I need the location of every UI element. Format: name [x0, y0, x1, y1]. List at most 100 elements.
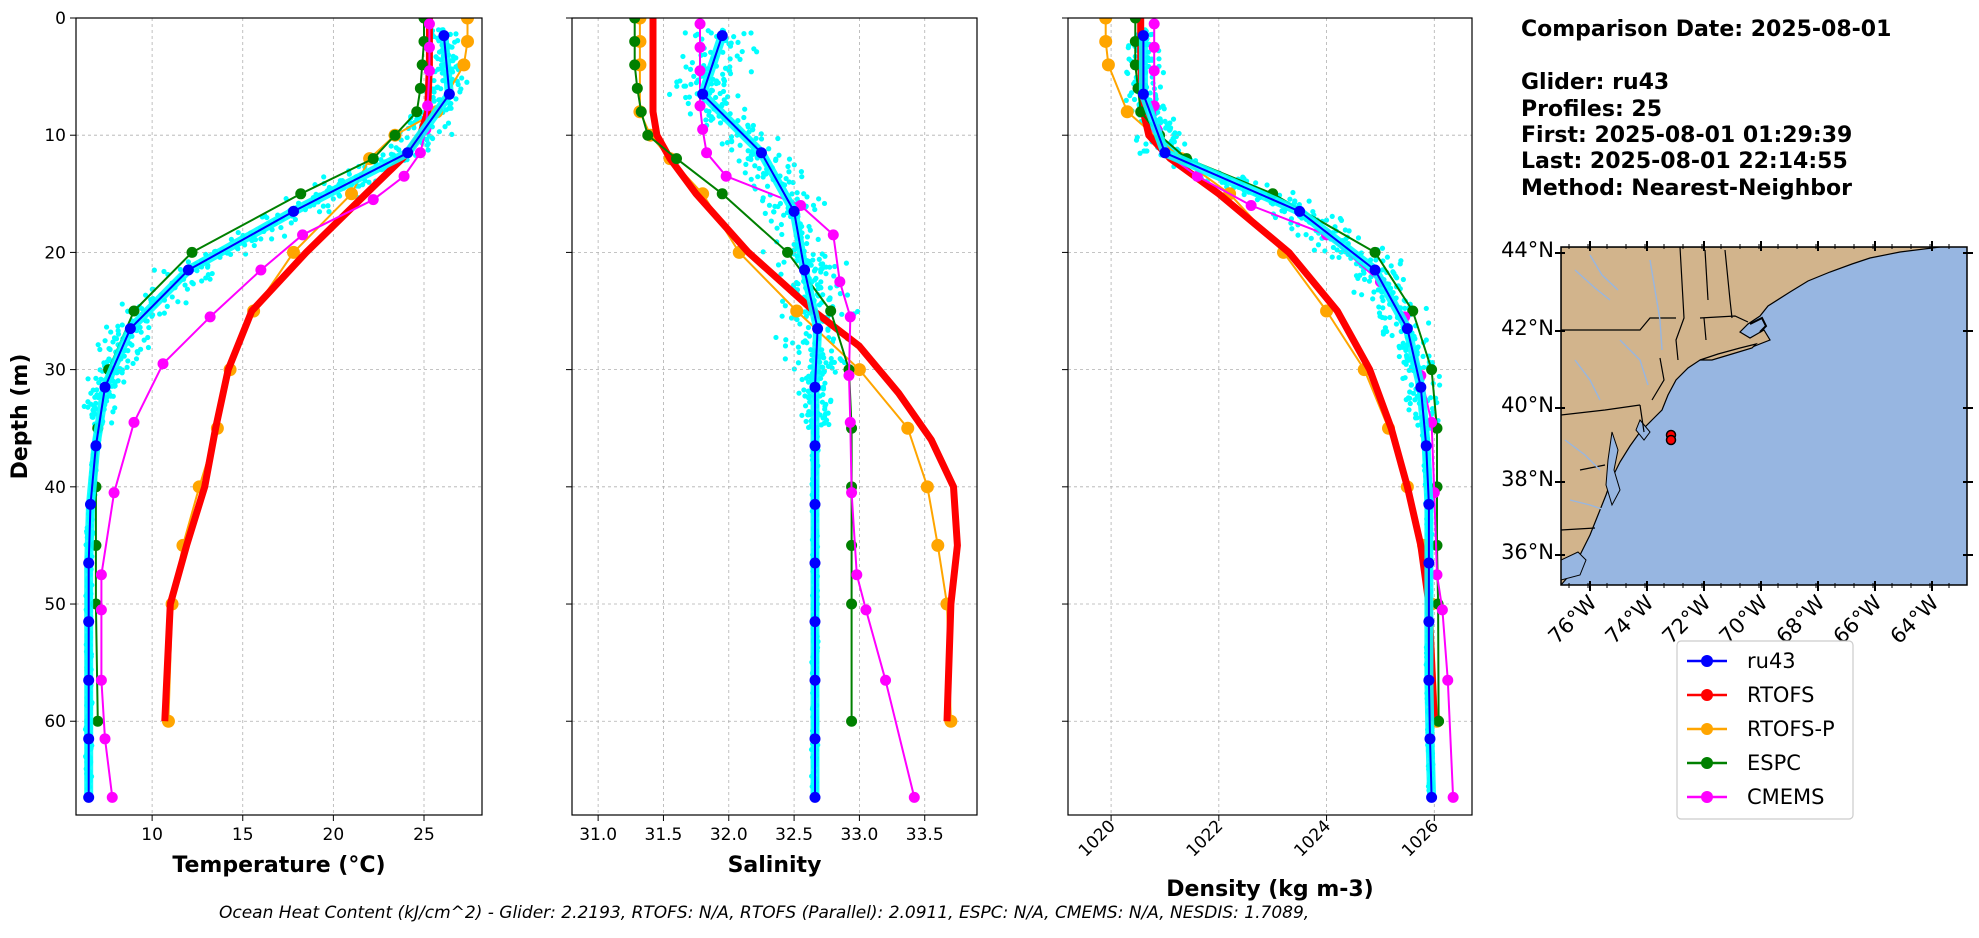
obs-point [1387, 314, 1393, 321]
obs-point [776, 152, 782, 158]
obs-point [199, 278, 205, 284]
obs-point [844, 292, 851, 298]
obs-point [723, 100, 729, 106]
obs-point [786, 169, 792, 175]
ocean-heat-content: Ocean Heat Content (kJ/cm^2) - Glider: 2… [219, 903, 1309, 923]
obs-scatter-3 [1123, 27, 1443, 794]
obs-point [817, 284, 823, 290]
obs-point [1338, 249, 1344, 255]
obs-point [431, 89, 437, 95]
obs-point [95, 342, 101, 348]
location-map: 44°N 42°N 40°N 38°N 36°N 76°W 74°W 72°W … [1501, 238, 1973, 649]
series-point-ru43 [809, 498, 821, 510]
obs-point [805, 395, 812, 401]
obs-point [1253, 180, 1259, 186]
obs-point [1137, 150, 1143, 156]
obs-point [786, 179, 792, 185]
map-lat-tick: 38°N [1501, 467, 1554, 491]
obs-point [832, 263, 838, 270]
series-point-CMEMS [1426, 416, 1438, 428]
obs-point [775, 262, 782, 268]
obs-point [1156, 56, 1162, 62]
obs-point [106, 346, 112, 352]
series-point-CMEMS [106, 791, 118, 803]
series-point-CMEMS [414, 147, 426, 159]
obs-point [106, 357, 112, 363]
obs-point [450, 53, 456, 59]
obs-point [805, 412, 811, 418]
obs-point [450, 58, 456, 64]
series-point-ru43 [1369, 264, 1381, 276]
obs-point [801, 191, 807, 197]
obs-point [781, 259, 787, 265]
obs-point [806, 223, 812, 230]
obs-point [1330, 244, 1336, 251]
obs-point [713, 94, 719, 101]
obs-point [431, 98, 437, 104]
obs-point [103, 324, 110, 330]
obs-point [774, 225, 780, 231]
obs-point [1336, 254, 1342, 261]
obs-point [796, 390, 802, 396]
obs-point [771, 209, 777, 215]
obs-point [748, 152, 754, 158]
series-point-CMEMS [908, 791, 920, 803]
obs-point [149, 313, 155, 319]
obs-point [1329, 213, 1335, 220]
obs-point [708, 87, 715, 93]
obs-point [687, 66, 694, 72]
obs-point [775, 135, 781, 142]
obs-point [1402, 305, 1408, 311]
obs-point [457, 89, 463, 95]
obs-point [731, 34, 737, 40]
obs-point [783, 175, 789, 182]
obs-point [445, 120, 452, 126]
obs-point [85, 399, 91, 405]
series-point-CMEMS [422, 100, 434, 112]
map-lon-tick: 74°W [1601, 590, 1659, 648]
legend-label-ESPC: ESPC [1747, 751, 1801, 775]
obs-point [750, 127, 756, 133]
series-point-ru43 [1426, 791, 1438, 803]
series-point-CMEMS [834, 276, 846, 288]
obs-point [803, 418, 809, 425]
series-point-CMEMS [1245, 200, 1257, 212]
obs-point [203, 275, 209, 281]
series-point-CMEMS [1148, 65, 1160, 77]
obs-point [825, 410, 831, 416]
series-point-ru43 [1159, 147, 1171, 159]
series-point-CMEMS [694, 65, 706, 77]
obs-point [818, 266, 824, 273]
obs-point [1390, 269, 1396, 275]
series-point-CMEMS [1148, 18, 1160, 30]
obs-point [227, 251, 234, 258]
obs-point [425, 147, 431, 153]
last-time: Last: 2025-08-01 22:14:55 [1521, 149, 1848, 174]
obs-point [1306, 198, 1312, 204]
obs-point [782, 303, 788, 309]
obs-point [750, 122, 756, 129]
obs-point [1295, 232, 1301, 238]
map-lat-tick: 40°N [1501, 393, 1554, 417]
series-point-ru43 [1137, 30, 1149, 42]
obs-point [96, 380, 102, 386]
obs-point [1123, 97, 1129, 103]
obs-point [97, 346, 103, 353]
obs-point [828, 348, 835, 354]
obs-point [337, 193, 343, 199]
series-point-ru43 [812, 323, 824, 335]
obs-point [205, 264, 211, 270]
obs-point [115, 331, 122, 337]
series-point-CMEMS [95, 674, 107, 686]
series-point-ru43 [1423, 557, 1435, 569]
obs-point [735, 93, 741, 99]
obs-point [789, 191, 795, 197]
obs-point [820, 292, 826, 298]
series-point-ru43 [697, 88, 709, 100]
obs-point [108, 329, 114, 335]
obs-point [1366, 278, 1373, 284]
obs-point [175, 299, 181, 305]
obs-point [745, 124, 751, 130]
obs-point [778, 271, 784, 277]
series-point-ESPC [411, 106, 423, 118]
